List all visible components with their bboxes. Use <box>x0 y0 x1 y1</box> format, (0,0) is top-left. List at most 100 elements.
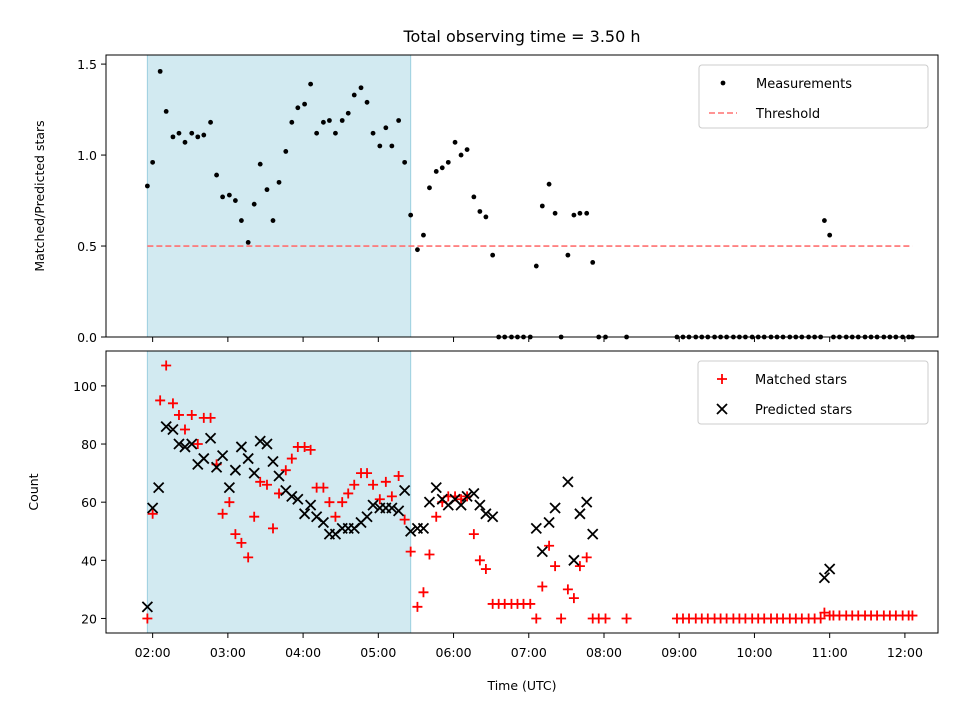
measurement-point <box>163 109 169 114</box>
x-axis-label: Time (UTC) <box>486 678 556 693</box>
measurement-point <box>364 99 370 105</box>
measurement-point <box>239 218 244 223</box>
matched-star-point <box>819 607 830 618</box>
predicted-star-point <box>186 438 198 450</box>
matched-star-point <box>305 444 316 455</box>
x-tick-label: 07:00 <box>511 645 547 660</box>
observing-window-span <box>146 54 412 338</box>
predicted-star-point <box>367 499 379 511</box>
measurement-point <box>302 101 307 107</box>
predicted-star-point <box>267 455 279 468</box>
matched-star-point <box>173 409 184 420</box>
matched-star-point <box>167 398 178 409</box>
measurement-point <box>546 181 552 187</box>
measurement-point <box>389 143 395 149</box>
measurement-point <box>402 159 408 165</box>
measurement-point <box>170 134 176 140</box>
matched-star-point <box>556 613 567 624</box>
measurement-point <box>214 172 219 178</box>
predicted-star-point <box>210 461 223 473</box>
matched-star-point <box>399 514 410 525</box>
ratio-panel: 0.0 0.5 1.0 1.5 Total observing time = 3.50… <box>32 27 939 345</box>
matched-star-point <box>424 549 435 560</box>
predicted-star-point <box>147 502 159 514</box>
matched-star-point <box>236 537 247 548</box>
predicted-star-point <box>304 499 317 511</box>
matched-star-point <box>224 497 235 508</box>
measurement-point <box>483 214 489 220</box>
measurement-point <box>351 92 357 98</box>
measurement-point <box>345 110 351 116</box>
predicted-star-point <box>430 482 442 494</box>
predicted-star-point <box>536 545 548 558</box>
measurement-point <box>157 68 163 74</box>
predicted-star-point <box>549 502 561 514</box>
matched-star-point <box>480 564 491 575</box>
predicted-star-point <box>562 476 574 488</box>
matched-star-point <box>217 508 228 519</box>
predicted-star-point <box>461 490 473 502</box>
matched-star-point <box>299 441 310 452</box>
measurement-point <box>490 252 496 258</box>
matched-star-point <box>600 613 611 624</box>
predicted-star-point <box>423 496 436 508</box>
x-tick-label: 09:00 <box>661 645 697 660</box>
measurement-point <box>827 232 833 238</box>
measurement-point <box>283 149 289 154</box>
x-tick-label: 12:00 <box>887 645 923 660</box>
matched-star-point <box>268 523 279 534</box>
measurement-point <box>408 212 414 218</box>
measurement-point <box>176 130 182 136</box>
measurement-point <box>220 194 226 200</box>
measurement-point <box>377 143 383 149</box>
measurement-point <box>396 118 402 123</box>
predicted-star-point <box>153 482 165 494</box>
matched-star-point <box>531 613 542 624</box>
measurement-point <box>189 130 195 136</box>
matched-star-point <box>337 497 348 508</box>
y-axis-label-ratio: Matched/Predicted stars <box>32 120 47 271</box>
matched-star-point <box>907 610 918 621</box>
predicted-star-point <box>317 516 330 529</box>
measurement-point <box>415 247 420 253</box>
x-tick-label: 04:00 <box>285 645 321 660</box>
matched-star-point <box>155 395 166 406</box>
predicted-star-point <box>229 464 242 476</box>
measurement-point <box>321 119 326 125</box>
matched-star-point <box>544 540 555 551</box>
predicted-star-point <box>216 450 229 462</box>
measurement-point <box>264 187 270 193</box>
predicted-star-point <box>824 563 836 575</box>
predicted-star-point <box>392 505 405 517</box>
matched-star-point <box>537 581 548 592</box>
measurement-point <box>144 183 150 189</box>
matched-star-point <box>374 494 385 505</box>
matched-star-point <box>418 587 429 598</box>
measurement-point <box>452 139 458 145</box>
x-tick-label: 02:00 <box>135 645 171 660</box>
measurement-point <box>565 252 571 258</box>
predicted-star-point <box>587 528 599 540</box>
matched-star-point <box>362 468 373 479</box>
predicted-star-point <box>417 522 430 534</box>
x-tick-label: 11:00 <box>812 645 848 660</box>
predicted-star-point <box>361 511 373 523</box>
matched-star-point <box>474 555 485 566</box>
measurement-point <box>327 118 332 123</box>
matched-star-point <box>405 546 416 557</box>
matched-star-point <box>431 511 442 522</box>
predicted-star-point <box>179 441 191 453</box>
x-tick-label: 03:00 <box>210 645 246 660</box>
measurement-point <box>201 132 207 138</box>
matched-star-point <box>179 424 190 435</box>
matched-star-point <box>205 412 216 423</box>
ratio-y-tick-label: 0.0 <box>77 330 97 345</box>
predicted-star-point <box>167 423 179 436</box>
measurement-point <box>471 194 477 200</box>
count-y-tick-label: 60 <box>81 495 97 510</box>
measurement-point <box>552 210 558 216</box>
measurement-point <box>150 159 156 165</box>
measurement-point <box>251 201 257 207</box>
predicted-star-point <box>543 516 555 529</box>
